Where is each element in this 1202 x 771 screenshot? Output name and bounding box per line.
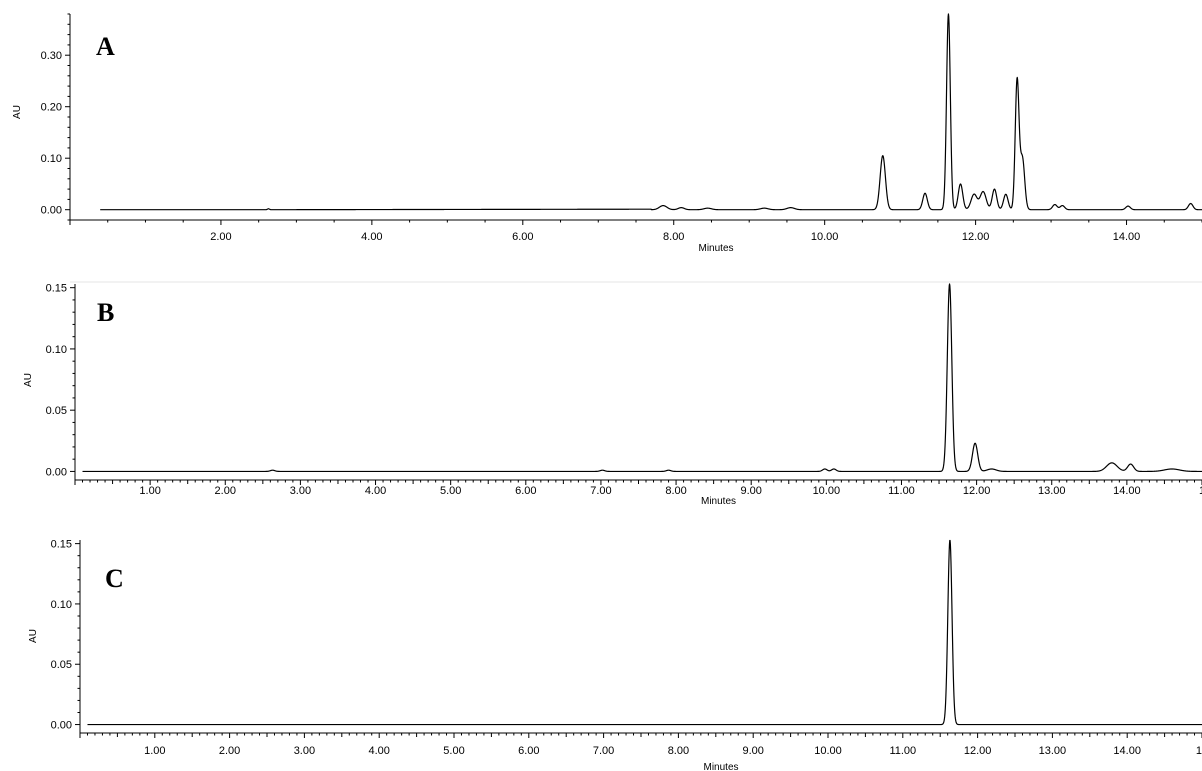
x-axis-title: Minutes bbox=[701, 496, 736, 507]
x-tick-label: 9.00 bbox=[740, 485, 761, 497]
x-tick-label: 4.00 bbox=[361, 231, 382, 243]
x-tick-label: 15 bbox=[1196, 745, 1202, 757]
chromatogram-trace bbox=[87, 539, 1202, 726]
x-tick-label: 1.00 bbox=[139, 485, 160, 497]
y-axis-title: AU bbox=[23, 373, 34, 387]
x-tick-label: 4.00 bbox=[365, 485, 386, 497]
x-tick-label: 6.00 bbox=[518, 745, 539, 757]
x-tick-label: 2.00 bbox=[219, 745, 240, 757]
y-tick-label: 0.10 bbox=[51, 599, 72, 611]
chromatogram-panel-a: 2.00 4.00 6.00 8.00 10.00 12.00 14.00 0.00 0.10 0… bbox=[12, 13, 1202, 254]
x-tick-label: 12.00 bbox=[962, 231, 990, 243]
y-tick-label: 0.00 bbox=[41, 205, 62, 217]
y-tick-label: 0.15 bbox=[51, 539, 72, 551]
x-tick-label: 1.00 bbox=[144, 745, 165, 757]
x-tick-label: 3.00 bbox=[294, 745, 315, 757]
x-tick-label: 1 bbox=[1199, 485, 1202, 497]
x-tick-label: 10.00 bbox=[814, 745, 842, 757]
chromatogram-panel-c: 1.00 2.00 3.00 4.00 5.00 6.00 7.00 8.00 9.00 10.0… bbox=[28, 539, 1202, 771]
chromatogram-trace bbox=[99, 13, 1202, 211]
panel-letter: C bbox=[105, 564, 124, 593]
x-tick-label: 11.00 bbox=[889, 745, 916, 757]
x-tick-label: 10.00 bbox=[813, 485, 841, 497]
x-tick-label: 11.00 bbox=[888, 485, 915, 497]
x-tick-label: 12.00 bbox=[964, 745, 992, 757]
y-tick-label: 0.00 bbox=[46, 466, 67, 478]
y-tick-label: 0.15 bbox=[46, 283, 67, 295]
y-tick-label: 0.05 bbox=[46, 405, 67, 417]
x-tick-label: 8.00 bbox=[663, 231, 684, 243]
panel-letter: A bbox=[96, 32, 115, 61]
x-tick-label: 8.00 bbox=[665, 485, 686, 497]
x-tick-label: 3.00 bbox=[290, 485, 311, 497]
x-tick-label: 7.00 bbox=[593, 745, 614, 757]
chromatogram-panel-b: 1.00 2.00 3.00 4.00 5.00 6.00 7.00 8.00 9.00 10.0… bbox=[23, 283, 1202, 507]
x-tick-label: 7.00 bbox=[590, 485, 611, 497]
x-tick-label: 2.00 bbox=[215, 485, 236, 497]
x-axis-title: Minutes bbox=[703, 762, 738, 771]
x-tick-label: 6.00 bbox=[515, 485, 536, 497]
x-tick-label: 5.00 bbox=[440, 485, 461, 497]
y-tick-label: 0.00 bbox=[51, 720, 72, 732]
x-tick-label: 2.00 bbox=[210, 231, 231, 243]
y-axis-title: AU bbox=[12, 105, 23, 119]
x-tick-label: 13.00 bbox=[1038, 485, 1066, 497]
x-tick-label: 5.00 bbox=[443, 745, 464, 757]
x-tick-label: 10.00 bbox=[811, 231, 839, 243]
y-axis-title: AU bbox=[28, 629, 39, 643]
x-tick-label: 4.00 bbox=[368, 745, 389, 757]
x-tick-label: 9.00 bbox=[742, 745, 763, 757]
x-tick-label: 14.00 bbox=[1113, 485, 1141, 497]
y-tick-label: 0.10 bbox=[41, 153, 62, 165]
y-tick-label: 0.30 bbox=[41, 50, 62, 62]
x-tick-label: 8.00 bbox=[668, 745, 689, 757]
y-tick-label: 0.05 bbox=[51, 659, 72, 671]
y-tick-label: 0.20 bbox=[41, 102, 62, 114]
x-tick-label: 6.00 bbox=[512, 231, 533, 243]
x-tick-label: 14.00 bbox=[1113, 231, 1141, 243]
chromatogram-trace bbox=[82, 283, 1202, 473]
x-tick-label: 12.00 bbox=[963, 485, 991, 497]
x-tick-label: 13.00 bbox=[1039, 745, 1067, 757]
x-tick-label: 14.00 bbox=[1113, 745, 1141, 757]
panel-letter: B bbox=[97, 298, 114, 327]
x-axis-title: Minutes bbox=[698, 243, 733, 254]
y-tick-label: 0.10 bbox=[46, 344, 67, 356]
